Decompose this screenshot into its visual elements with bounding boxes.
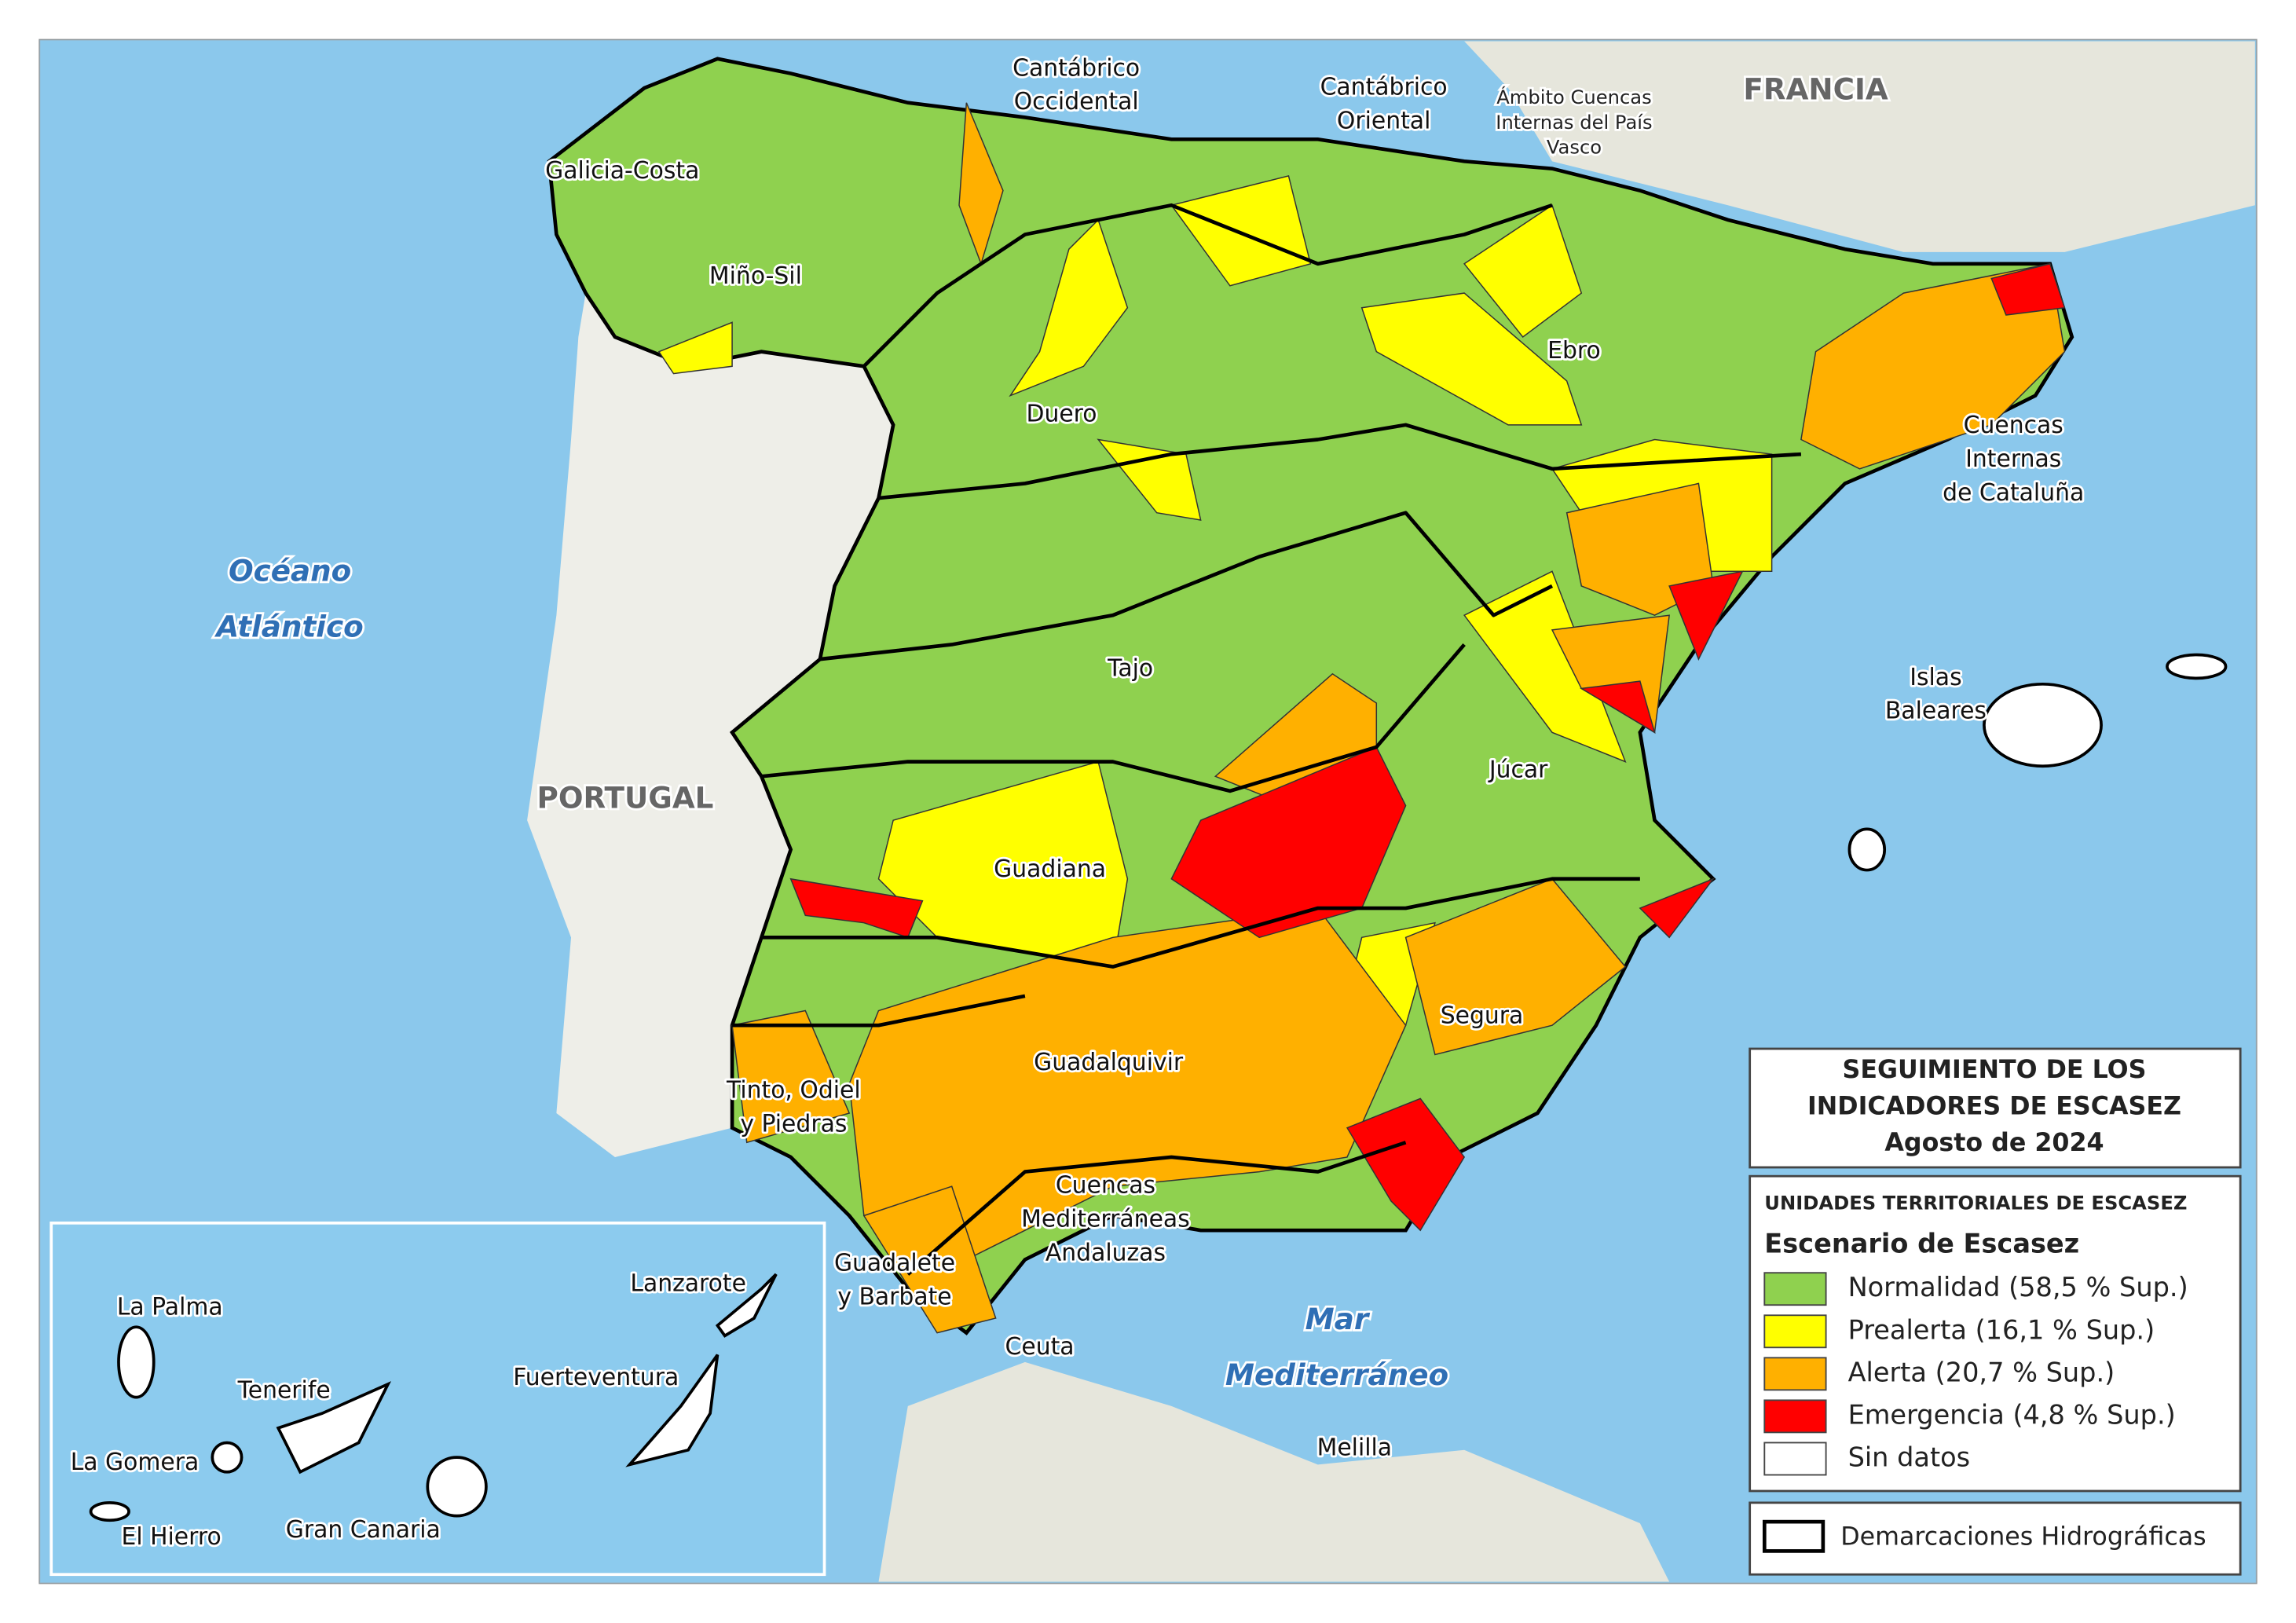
demarcation-boundaries <box>732 203 1802 1276</box>
legend-boundary: Demarcaciones Hidrográficas <box>1840 1523 2206 1552</box>
basin-label: El Hierro <box>121 1523 221 1551</box>
balearic-islands <box>1847 653 2228 872</box>
legend-title: INDICADORES DE ESCASEZ <box>1807 1093 2181 1121</box>
legend-swatch <box>1763 1314 1827 1349</box>
canary-islands <box>89 1273 778 1522</box>
basin-label: Júcar <box>1488 756 1548 783</box>
france <box>1464 41 2255 252</box>
sea-label: Mediterráneo <box>1225 1357 1448 1392</box>
basin-label: Gran Canaria <box>286 1516 441 1544</box>
country-label: PORTUGAL <box>537 781 714 815</box>
small-label: Internas del País <box>1496 112 1652 134</box>
legend-swatch <box>1763 1399 1827 1434</box>
basin-label: Duero <box>1026 400 1097 427</box>
basin-label: Tenerife <box>237 1377 331 1405</box>
basin-label: Guadalquivir <box>1034 1049 1184 1076</box>
legend-subtitle: UNIDADES TERRITORIALES DE ESCASEZ <box>1764 1193 2187 1215</box>
basin-label: Tajo <box>1107 655 1153 683</box>
legend-title: SEGUIMIENTO DE LOS <box>1843 1056 2147 1084</box>
portugal <box>527 293 894 1157</box>
sea-label: Océano <box>229 554 351 588</box>
basin-label: Lanzarote <box>630 1270 746 1298</box>
legend-item: Sin datos <box>1848 1442 1971 1472</box>
basin-label: Baleares <box>1885 698 1987 725</box>
legend-swatch <box>1763 1357 1827 1391</box>
basin-label: Segura <box>1441 1002 1524 1029</box>
basin-label: Galicia-Costa <box>545 157 699 185</box>
basin-label: Ebro <box>1547 337 1601 365</box>
basin-label: La Gomera <box>71 1449 200 1476</box>
basin-label: Cantábrico <box>1013 54 1140 82</box>
basin-label: Cuencas <box>1056 1172 1155 1200</box>
basin-label: Occidental <box>1014 88 1139 115</box>
small-label: Ámbito Cuencas <box>1496 86 1652 108</box>
basin-label: Tinto, Odiel <box>726 1077 861 1105</box>
basin-label: Guadiana <box>994 855 1106 883</box>
basin-label: Cantábrico <box>1320 74 1448 101</box>
africa <box>878 1361 1670 1582</box>
basin-label: Andaluzas <box>1045 1239 1166 1266</box>
basin-label: Oriental <box>1337 107 1430 134</box>
legend-swatch <box>1763 1272 1827 1306</box>
basin-label: y Barbate <box>837 1283 951 1310</box>
legend-title: Agosto de 2024 <box>1884 1129 2104 1157</box>
country-label: FRANCIA <box>1743 71 1888 106</box>
basin-label: Cuencas <box>1964 412 2063 439</box>
boundary-swatch <box>1762 1519 1825 1553</box>
basin-label: Mediterráneas <box>1021 1206 1190 1233</box>
unit-areas <box>657 102 2066 1334</box>
legend-item: Alerta (20,7 % Sup.) <box>1848 1357 2115 1387</box>
basin-label: y Piedras <box>740 1110 847 1138</box>
basin-label: Internas <box>1965 445 2061 473</box>
legend-heading: Escenario de Escasez <box>1764 1228 2079 1258</box>
sea-label: Mar <box>1305 1302 1371 1336</box>
sea-label: Atlántico <box>214 609 363 643</box>
legend-item: Prealerta (16,1 % Sup.) <box>1848 1314 2155 1345</box>
legend-item: Emergencia (4,8 % Sup.) <box>1848 1399 2176 1430</box>
basin-label: Islas <box>1910 664 1961 691</box>
basin-label: Melilla <box>1317 1434 1392 1461</box>
legend-swatch <box>1763 1442 1827 1476</box>
basin-label: Guadalete <box>834 1250 955 1277</box>
basin-label: La Palma <box>117 1293 223 1321</box>
basin-label: Fuerteventura <box>513 1364 679 1391</box>
basin-label: Miño-Sil <box>709 262 802 290</box>
basin-label: de Cataluña <box>1943 479 2084 507</box>
basin-label: Ceuta <box>1005 1333 1075 1361</box>
legend-item: Normalidad (58,5 % Sup.) <box>1848 1272 2188 1302</box>
legend <box>1749 1047 2242 1576</box>
small-label: Vasco <box>1547 137 1602 159</box>
